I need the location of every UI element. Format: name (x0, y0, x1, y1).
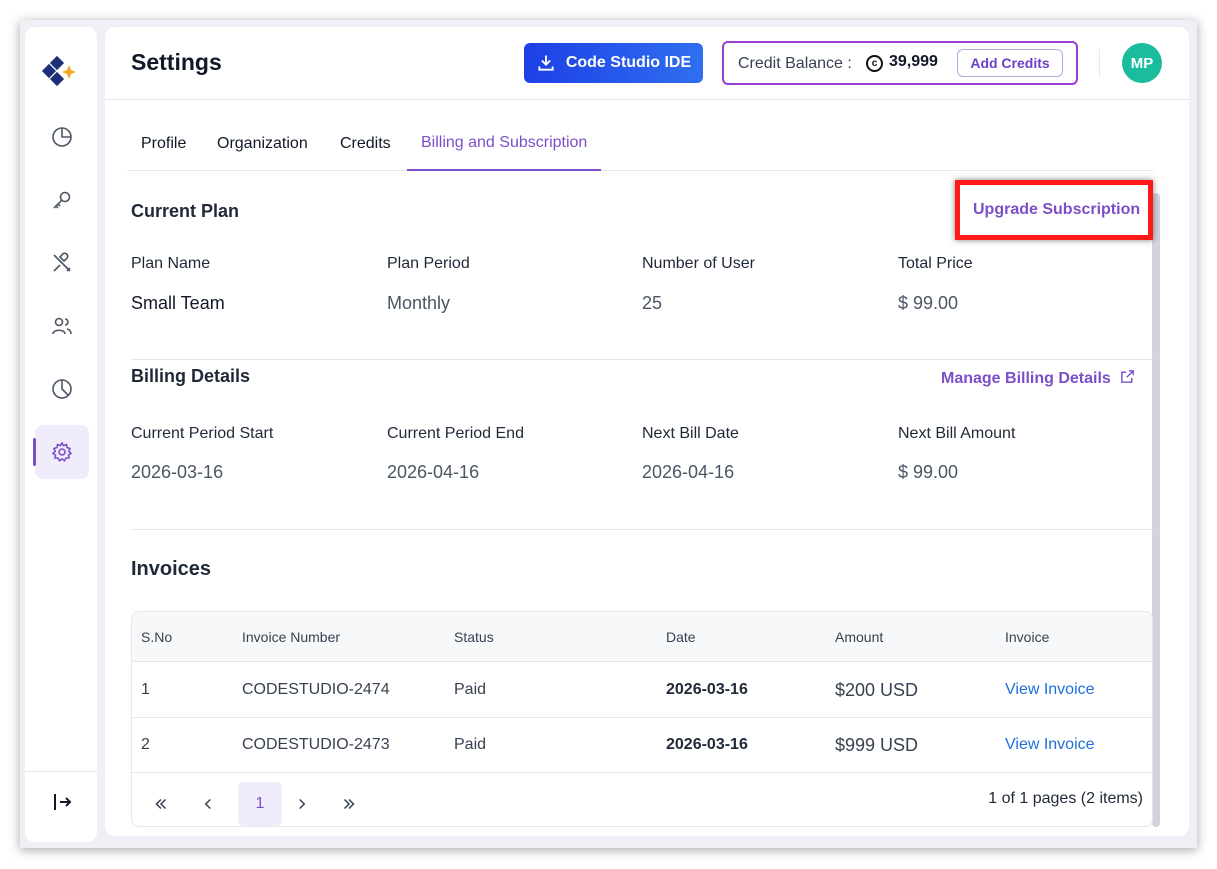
sidebar (25, 27, 97, 842)
total-price-label: Total Price (898, 255, 973, 272)
double-chevron-right-icon (343, 798, 355, 810)
last-page-button[interactable] (327, 782, 371, 826)
cell-status: Paid (454, 736, 487, 753)
sidebar-item-keys[interactable] (35, 173, 89, 227)
plan-period-value: Monthly (387, 293, 451, 313)
table-row: 1 CODESTUDIO-2474 Paid 2026-03-16 $200 U… (132, 663, 1152, 718)
header-divider (1099, 49, 1100, 77)
external-link-icon (1121, 370, 1135, 383)
period-end-label: Current Period End (387, 425, 524, 442)
cell-invoice-number: CODESTUDIO-2473 (242, 736, 390, 753)
credit-balance-value: 39,999 (889, 53, 938, 70)
highlight-annotation (955, 180, 1153, 240)
cell-sno: 2 (141, 736, 150, 753)
column-header: Invoice Number (242, 629, 341, 645)
credit-balance-label: Credit Balance : (738, 55, 852, 72)
manage-billing-label: Manage Billing Details (941, 370, 1111, 387)
cell-date: 2026-03-16 (666, 736, 748, 753)
tab-organization[interactable]: Organization (217, 135, 308, 152)
cell-invoice-number: CODESTUDIO-2474 (242, 681, 390, 698)
sidebar-divider (25, 771, 97, 772)
tools-icon (53, 252, 71, 272)
upgrade-subscription-link[interactable]: Upgrade Subscription (973, 201, 1141, 218)
sidebar-item-dashboard[interactable] (35, 110, 89, 164)
next-bill-amount-value: $ 99.00 (898, 462, 959, 482)
next-bill-date-label: Next Bill Date (642, 425, 739, 442)
number-of-user-value: 25 (642, 293, 663, 313)
invoices-table: S.No Invoice Number Status Date Amount I… (131, 611, 1153, 827)
total-price-value: $ 99.00 (898, 293, 959, 313)
tab-credits[interactable]: Credits (340, 135, 391, 152)
section-divider (131, 529, 1153, 530)
view-invoice-link[interactable]: View Invoice (1005, 681, 1095, 698)
billing-content: Current Plan Upgrade Subscription Plan N… (131, 172, 1153, 832)
next-bill-amount-label: Next Bill Amount (898, 425, 1016, 442)
sidebar-item-usage[interactable] (35, 362, 89, 416)
next-bill-date-value: 2026-04-16 (642, 462, 735, 482)
page-number-button[interactable]: 1 (238, 782, 282, 826)
pagination: 1 1 of 1 pages (2 items) (132, 773, 1152, 826)
period-start-label: Current Period Start (131, 425, 274, 442)
table-header: S.No Invoice Number Status Date Amount I… (132, 612, 1152, 662)
invoices-title: Invoices (131, 558, 212, 580)
app-logo-icon[interactable] (40, 55, 80, 95)
sidebar-item-tools[interactable] (35, 236, 89, 290)
manage-billing-details-link[interactable]: Manage Billing Details (941, 368, 1136, 388)
pagination-info: 1 of 1 pages (2 items) (988, 790, 1143, 807)
page-title: Settings (131, 49, 222, 75)
plan-period-label: Plan Period (387, 255, 470, 272)
pie-chart-icon (52, 127, 72, 147)
users-icon (52, 317, 72, 335)
column-header: S.No (141, 629, 173, 645)
settings-tabs: Profile Organization Credits Billing and… (127, 117, 1153, 171)
chevron-left-icon (204, 798, 211, 810)
key-icon (53, 191, 71, 209)
code-studio-ide-button[interactable]: Code Studio IDE (524, 43, 703, 83)
period-end-value: 2026-04-16 (387, 462, 480, 482)
tab-billing-and-subscription[interactable]: Billing and Subscription (407, 117, 602, 171)
prev-page-button[interactable] (186, 782, 230, 826)
avatar[interactable]: MP (1122, 43, 1162, 83)
main-panel: Settings Code Studio IDE Credit Balance … (105, 27, 1189, 836)
tab-profile[interactable]: Profile (141, 135, 187, 152)
logout-button[interactable] (35, 775, 89, 829)
period-start-value: 2026-03-16 (131, 462, 224, 482)
first-page-button[interactable] (139, 782, 183, 826)
double-chevron-left-icon (155, 798, 167, 810)
column-header: Status (454, 629, 494, 645)
current-plan-title: Current Plan (131, 201, 240, 221)
credit-coin-icon: c (866, 55, 883, 72)
cell-sno: 1 (141, 681, 150, 698)
sidebar-item-users[interactable] (35, 299, 89, 353)
content-scrollbar[interactable] (1152, 193, 1160, 827)
cell-date: 2026-03-16 (666, 681, 748, 698)
chevron-right-icon (299, 798, 306, 810)
header: Settings Code Studio IDE Credit Balance … (105, 27, 1189, 100)
column-header: Amount (835, 629, 884, 645)
ide-button-label: Code Studio IDE (565, 54, 692, 71)
column-header: Date (666, 629, 696, 645)
table-row: 2 CODESTUDIO-2473 Paid 2026-03-16 $999 U… (132, 718, 1152, 773)
section-divider (131, 359, 1153, 360)
sidebar-item-settings[interactable] (33, 425, 89, 479)
plan-name-label: Plan Name (131, 255, 211, 272)
plan-name-value: Small Team (131, 293, 225, 313)
view-invoice-link[interactable]: View Invoice (1005, 736, 1095, 753)
gear-icon (51, 441, 73, 462)
cell-amount: $999 USD (835, 735, 919, 755)
column-header: Invoice (1005, 629, 1050, 645)
add-credits-button[interactable]: Add Credits (957, 49, 1063, 77)
download-icon (538, 55, 554, 71)
number-of-user-label: Number of User (642, 255, 755, 272)
billing-details-title: Billing Details (131, 366, 251, 386)
logout-icon (54, 794, 72, 810)
cell-amount: $200 USD (835, 680, 919, 700)
app-window: Settings Code Studio IDE Credit Balance … (20, 20, 1197, 848)
pie-chart-icon (52, 379, 72, 399)
next-page-button[interactable] (280, 782, 324, 826)
cell-status: Paid (454, 681, 487, 698)
credit-balance-box: Credit Balance : c 39,999 Add Credits (722, 41, 1078, 85)
